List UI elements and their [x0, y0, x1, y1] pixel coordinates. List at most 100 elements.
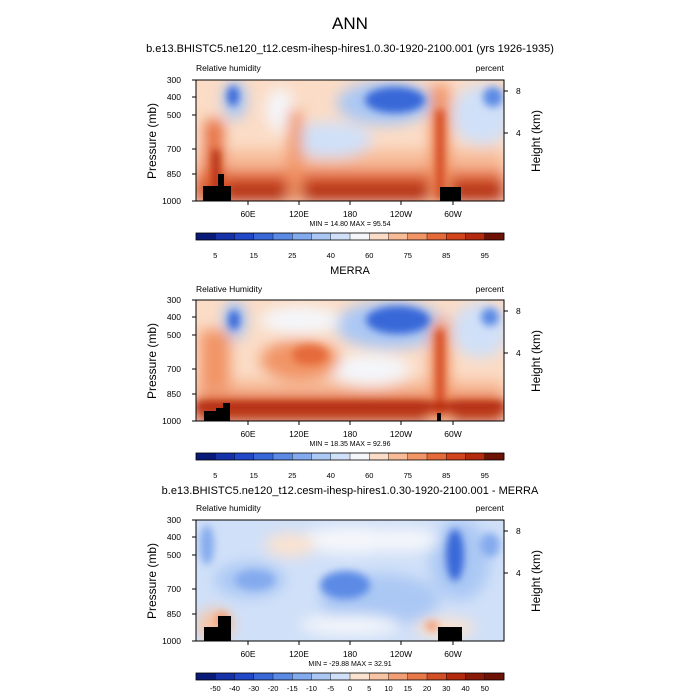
y-tick-label: 400: [167, 532, 181, 542]
min-max-stats: MIN = -29.88 MAX = 32.91: [308, 661, 391, 668]
y-tick-label: 1000: [162, 636, 181, 646]
colorbar-swatch: [350, 453, 370, 460]
y-tick-label: 300: [167, 75, 181, 85]
colorbar-swatch: [388, 673, 409, 680]
colorbar-label: -30: [248, 684, 259, 693]
variable-label: Relative Humidity: [196, 284, 263, 294]
contour-field: [196, 520, 504, 641]
y-axis-right: 8 4 Height (km): [504, 86, 543, 172]
x-tick-label: 120W: [390, 649, 412, 659]
panel-title: b.e13.BHISTC5.ne120_t12.cesm-ihesp-hires…: [146, 43, 554, 55]
colorbar-label: 5: [367, 684, 371, 693]
colorbar-label: -15: [287, 684, 298, 693]
colorbar-label: -20: [268, 684, 279, 693]
colorbar: 5 15 25 40 60 75 85 95: [195, 452, 505, 480]
x-tick-label: 120E: [289, 429, 309, 439]
y-right-tick-label: 4: [516, 128, 521, 138]
y-tick-label: 850: [167, 389, 181, 399]
panel-merra: MERRA Relative Humidity percent: [145, 265, 543, 480]
x-axis: 60E 120E 180 120W 60W: [240, 421, 462, 439]
contour-field: [196, 80, 504, 201]
y-axis-title: Pressure (mb): [145, 543, 159, 619]
colorbar-label: 85: [442, 471, 450, 480]
y-tick-label: 700: [167, 144, 181, 154]
colorbar: -50 -40 -30 -20 -15 -10 -5 0 5 10 15 20 …: [195, 672, 505, 693]
colorbar-swatch: [388, 453, 409, 460]
units-label: percent: [476, 503, 505, 513]
x-tick-label: 60W: [444, 209, 461, 219]
colorbar-label: 40: [461, 684, 469, 693]
colorbar-swatch: [311, 233, 332, 240]
x-tick-label: 60E: [240, 429, 255, 439]
y-tick-label: 850: [167, 609, 181, 619]
colorbar-swatch: [484, 453, 505, 460]
y-tick-label: 300: [167, 295, 181, 305]
colorbar-swatch: [292, 673, 312, 680]
colorbar-label: 0: [348, 684, 352, 693]
colorbar-swatch: [253, 453, 274, 460]
colorbar-label: 5: [213, 471, 217, 480]
y-axis: 300 400 500 700 850 1000 Pressure (mb): [145, 295, 196, 426]
x-tick-label: 60E: [240, 209, 255, 219]
min-max-stats: MIN = 14.80 MAX = 95.54: [310, 221, 391, 228]
colorbar-swatch: [427, 233, 447, 240]
x-tick-label: 180: [343, 209, 357, 219]
colorbar-label: 75: [404, 251, 412, 260]
colorbar-label: -50: [210, 684, 221, 693]
x-tick-label: 120E: [289, 209, 309, 219]
colorbar-label: 25: [288, 251, 296, 260]
colorbar-swatch: [215, 673, 235, 680]
colorbar-label: 85: [442, 251, 450, 260]
colorbar-swatch: [330, 453, 351, 460]
colorbar-swatch: [253, 673, 274, 680]
colorbar-swatch: [330, 673, 351, 680]
x-axis: 60E 120E 180 120W 60W: [240, 641, 462, 659]
colorbar: 5 15 25 40 60 75 85 95: [195, 232, 505, 260]
y-tick-label: 300: [167, 515, 181, 525]
y-tick-label: 500: [167, 330, 181, 340]
colorbar-swatch: [234, 453, 255, 460]
colorbar-swatch: [273, 233, 293, 240]
colorbar-label: 60: [365, 471, 373, 480]
x-tick-label: 60W: [444, 649, 461, 659]
y-tick-label: 700: [167, 584, 181, 594]
x-tick-label: 180: [343, 429, 357, 439]
panel-difference: b.e13.BHISTC5.ne120_t12.cesm-ihesp-hires…: [145, 485, 543, 693]
colorbar-swatch: [196, 233, 216, 240]
y-tick-label: 400: [167, 92, 181, 102]
colorbar-swatch: [273, 453, 293, 460]
y-axis-right-title: Height (km): [529, 330, 543, 392]
colorbar-label: 95: [481, 471, 489, 480]
y-axis-right: 8 4 Height (km): [504, 306, 543, 392]
colorbar-label: 95: [481, 251, 489, 260]
colorbar-swatch: [427, 673, 447, 680]
colorbar-swatch: [273, 673, 293, 680]
colorbar-swatch: [407, 673, 428, 680]
y-tick-label: 400: [167, 312, 181, 322]
colorbar-swatch: [407, 453, 428, 460]
min-max-stats: MIN = 18.35 MAX = 92.96: [310, 441, 391, 448]
colorbar-label: -40: [229, 684, 240, 693]
colorbar-swatch: [407, 233, 428, 240]
colorbar-label: 10: [384, 684, 392, 693]
colorbar-swatch: [350, 233, 370, 240]
colorbar-swatch: [369, 233, 389, 240]
colorbar-swatch: [446, 673, 466, 680]
colorbar-swatch: [350, 673, 370, 680]
colorbar-swatch: [369, 453, 389, 460]
colorbar-swatch: [446, 453, 466, 460]
y-tick-label: 500: [167, 110, 181, 120]
y-axis-title: Pressure (mb): [145, 103, 159, 179]
colorbar-swatch: [427, 453, 447, 460]
colorbar-swatch: [196, 673, 216, 680]
x-tick-label: 180: [343, 649, 357, 659]
colorbar-swatch: [330, 233, 351, 240]
y-right-tick-label: 4: [516, 348, 521, 358]
colorbar-swatch: [388, 233, 409, 240]
y-tick-label: 500: [167, 550, 181, 560]
y-tick-label: 700: [167, 364, 181, 374]
colorbar-label: 15: [250, 471, 258, 480]
colorbar-swatch: [292, 233, 312, 240]
panel-title: MERRA: [330, 265, 370, 277]
